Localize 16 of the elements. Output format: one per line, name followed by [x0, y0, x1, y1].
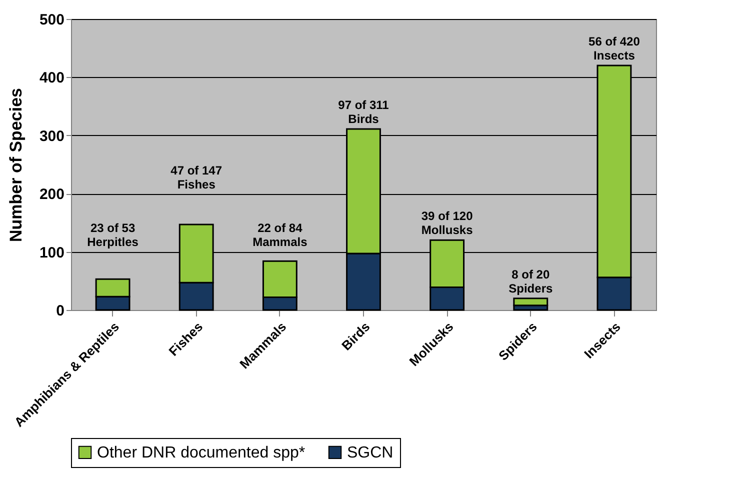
y-tick-label: 0 — [56, 302, 64, 320]
legend-label: Other DNR documented spp* — [97, 444, 306, 462]
y-axis-title: Number of Species — [6, 88, 26, 242]
annotation: 8 of 20 Spiders — [508, 267, 553, 296]
legend-label: SGCN — [347, 444, 394, 462]
annotation: 39 of 120 Mollusks — [421, 209, 474, 238]
annotation: 47 of 147 Fishes — [170, 163, 222, 192]
y-tick-label: 300 — [39, 128, 64, 145]
annotation: 97 of 311 Birds — [338, 98, 390, 126]
y-tick-label: 500 — [39, 12, 64, 28]
annotation: 56 of 420 Insects — [588, 34, 640, 63]
annotation: 22 of 84 Mammals — [252, 221, 308, 250]
y-tick-label: 100 — [39, 244, 64, 262]
y-tick-label: 400 — [39, 70, 64, 87]
y-tick-label: 200 — [39, 186, 64, 204]
annotation: 23 of 53 Herpitles — [87, 221, 139, 250]
